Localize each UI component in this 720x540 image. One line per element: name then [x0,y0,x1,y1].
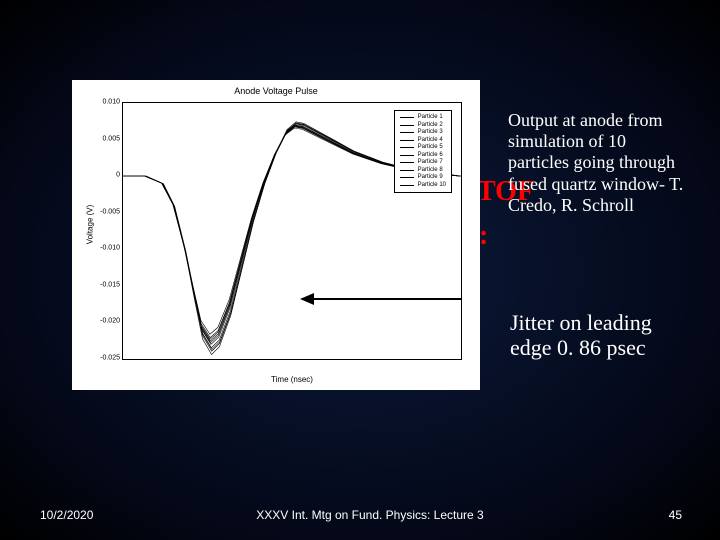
chart-xlabel: Time (nsec) [122,375,462,384]
legend-item: Particle 10 [400,182,446,190]
legend-item: Particle 5 [400,144,446,152]
legend-item: Particle 8 [400,167,446,175]
ytick: -0.025 [94,355,120,362]
legend-item: Particle 1 [400,114,446,122]
behind-colon: : [479,220,488,252]
legend-item: Particle 9 [400,174,446,182]
ytick: 0.010 [94,99,120,106]
legend-item: Particle 3 [400,129,446,137]
chart-title: Anode Voltage Pulse [72,86,480,96]
chart-ylabel: Voltage (V) [86,165,95,285]
ytick: 0.005 [94,135,120,142]
ytick: -0.010 [94,245,120,252]
ytick: 0 [94,172,120,179]
annotation-output: Output at anode from simulation of 10 pa… [508,110,688,216]
ytick: -0.015 [94,281,120,288]
chart-container: Anode Voltage Pulse Voltage (V) Time (ns… [72,80,480,390]
footer-center: XXXV Int. Mtg on Fund. Physics: Lecture … [0,508,720,522]
legend-item: Particle 2 [400,122,446,130]
chart-legend: Particle 1Particle 2Particle 3Particle 4… [394,110,452,193]
legend-item: Particle 7 [400,159,446,167]
annotation-jitter: Jitter on leading edge 0. 86 psec [510,310,690,361]
annotation-arrow [302,298,462,300]
legend-item: Particle 6 [400,152,446,160]
footer-page: 45 [669,508,682,522]
ytick: -0.005 [94,208,120,215]
legend-item: Particle 4 [400,137,446,145]
ytick: -0.020 [94,318,120,325]
